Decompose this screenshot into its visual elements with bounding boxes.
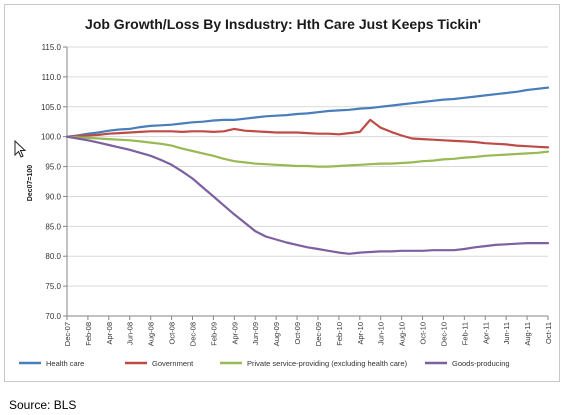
x-tick-label: Oct-08 [168, 322, 177, 345]
series-line-government [65, 118, 550, 149]
series-layer [65, 86, 550, 255]
y-tick-label: 90.0 [45, 192, 61, 201]
y-axis-label: Dec07=100 [27, 165, 34, 202]
legend: Health care Government Private service-pro… [19, 359, 510, 368]
x-tick-label: Feb-10 [335, 322, 344, 346]
x-tick-label: Jun-10 [377, 322, 386, 345]
x-tick-label: Aug-11 [523, 322, 532, 346]
y-tick-label: 85.0 [45, 222, 61, 231]
chart-frame: Job Growth/Loss By Insdustry: Hth Care J… [4, 4, 560, 382]
x-tick-label: Apr-09 [230, 322, 239, 345]
y-tick-label: 70.0 [45, 312, 61, 321]
legend-label-private-service-providing-excluding-health-care: Private service-providing (excluding hea… [247, 359, 408, 368]
y-tick-label: 80.0 [45, 252, 61, 261]
x-tick-label: Dec-09 [314, 322, 323, 346]
x-tick-label: Apr-11 [481, 322, 490, 344]
series-line-goods-producing [65, 135, 550, 255]
x-tick-label: Apr-10 [356, 322, 365, 345]
legend-label-health-care: Health care [46, 359, 84, 368]
x-tick-label: Feb-09 [209, 322, 218, 346]
x-tick-label: Jun-08 [126, 322, 135, 345]
legend-label-goods-producing: Goods-producing [452, 359, 510, 368]
chart-title: Job Growth/Loss By Insdustry: Hth Care J… [85, 16, 481, 32]
y-tick-label: 95.0 [45, 163, 61, 172]
x-tick-label: Aug-09 [272, 322, 281, 346]
x-tick-label: Aug-08 [147, 322, 156, 346]
x-tick-label: Jun-09 [251, 322, 260, 345]
x-tick-label: Feb-11 [460, 322, 469, 345]
mouse-cursor-icon [14, 140, 27, 158]
y-tick-label: 110.0 [42, 73, 62, 82]
y-tick-label: 105.0 [41, 103, 62, 112]
axis-layer: 70.0 75.0 80.0 85.0 90.0 95.0 100.0 105.0 110.0 1… [41, 43, 553, 346]
legend-label-government: Government [152, 359, 194, 368]
source-note: Source: BLS [9, 398, 77, 412]
chart: Job Growth/Loss By Insdustry: Hth Care J… [19, 16, 553, 368]
x-tick-label: Oct-10 [419, 322, 428, 345]
grid-layer [67, 46, 548, 317]
x-tick-label: Oct-09 [293, 322, 302, 345]
x-tick-label: Oct-11 [544, 322, 553, 344]
y-tick-label: 75.0 [45, 282, 61, 291]
x-tick-label: Apr-08 [105, 322, 114, 345]
x-tick-label: Dec-10 [439, 322, 448, 346]
y-tick-label: 100.0 [41, 133, 62, 142]
x-tick-label: Dec-07 [63, 322, 72, 346]
series-line-health-care [65, 86, 550, 138]
x-tick-label: Aug-10 [398, 322, 407, 346]
y-tick-label: 115.0 [42, 43, 62, 52]
x-tick-label: Jun-11 [502, 322, 511, 344]
x-tick-label: Dec-08 [188, 322, 197, 346]
series-line-private-service-providing-excluding-health-care [65, 135, 550, 168]
x-tick-label: Feb-08 [84, 322, 93, 346]
